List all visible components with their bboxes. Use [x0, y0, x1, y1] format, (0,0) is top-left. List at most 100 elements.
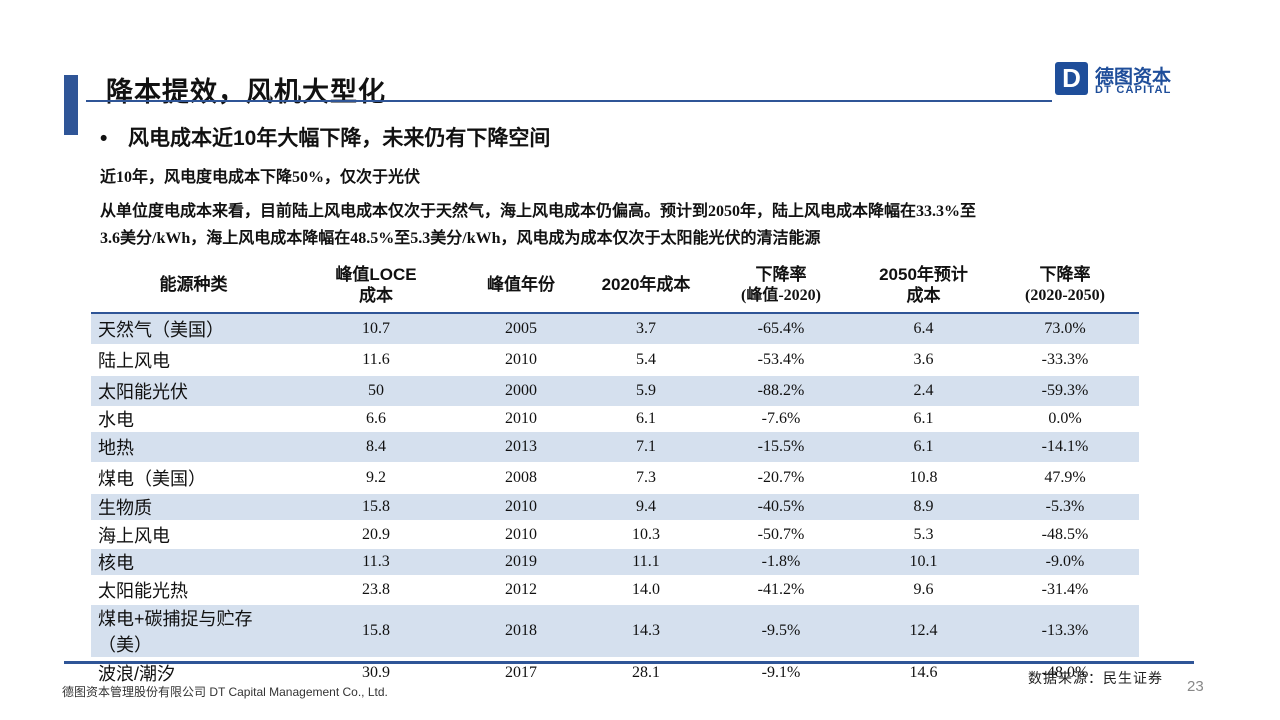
cost-2020-cell: 7.1 — [586, 432, 706, 462]
drop-rate-1-cell: -40.5% — [706, 494, 856, 520]
header-2020-cost: 2020年成本 — [586, 257, 706, 314]
table-row: 陆上风电 11.6 2010 5.4 -53.4% 3.6 -33.3% — [91, 344, 1139, 376]
peak-cost-cell: 11.3 — [296, 549, 456, 575]
footer-divider — [64, 661, 1194, 664]
table-row: 天然气（美国） 10.7 2005 3.7 -65.4% 6.4 73.0% — [91, 313, 1139, 344]
peak-cost-cell: 30.9 — [362, 663, 390, 681]
drop-rate-1-cell: -7.6% — [761, 410, 801, 427]
table-row: 地热 8.4 2013 7.1 -15.5% 6.1 -14.1% — [91, 432, 1139, 462]
peak-year-cell: 2018 — [456, 605, 586, 657]
drop-rate-2-cell: 47.9% — [1044, 469, 1086, 486]
peak-year-cell: 2010 — [505, 410, 537, 427]
cost-2050-cell: 6.1 — [913, 410, 934, 427]
cost-2020-cell: 5.4 — [636, 351, 656, 368]
cost-2050-cell: 3.6 — [913, 351, 934, 368]
peak-year-cell: 2005 — [456, 313, 586, 344]
bullet-point: • 风电成本近10年大幅下降，未来仍有下降空间 — [100, 122, 550, 152]
cost-2050-cell: 10.8 — [909, 469, 938, 486]
cost-2020-cell: 14.3 — [586, 605, 706, 657]
energy-name-cell: 核电 — [91, 549, 296, 575]
peak-year-cell: 2010 — [505, 525, 537, 543]
energy-name-cell: 煤电（美国） — [98, 469, 206, 489]
drop-rate-1-cell: -65.4% — [706, 313, 856, 344]
drop-rate-2-cell: -59.3% — [991, 376, 1139, 406]
energy-name-cell: 海上风电 — [98, 525, 170, 546]
description-paragraph: 从单位度电成本来看，目前陆上风电成本仅次于天然气，海上风电成本仍偏高。预计到20… — [100, 198, 1160, 252]
energy-cost-table: 能源种类 峰值LOCE 成本 峰值年份 2020年成本 下降率 (峰值-2020) … — [91, 257, 1139, 688]
cost-2050-cell: 6.4 — [856, 313, 991, 344]
header-2050-line1: 2050年预计 — [879, 264, 968, 284]
table-row: 水电 6.6 2010 6.1 -7.6% 6.1 0.0% — [91, 406, 1139, 432]
cost-2050-cell: 10.1 — [856, 549, 991, 575]
peak-cost-cell: 8.4 — [296, 432, 456, 462]
drop-rate-2-cell: -48.5% — [1041, 525, 1089, 543]
peak-cost-cell: 20.9 — [362, 525, 390, 543]
data-source: 数据来源：民生证券 — [1028, 671, 1163, 687]
drop-rate-2-cell: -13.3% — [991, 605, 1139, 657]
logo-text-cn: 德图资本 — [1095, 67, 1172, 88]
energy-name-cell: 波浪/潮汐 — [98, 663, 176, 684]
table-row: 波浪/潮汐 30.9 2017 28.1 -9.1% 14.6 -48.0% — [91, 657, 1139, 688]
title-accent-bar — [64, 75, 78, 135]
cost-2020-cell: 28.1 — [632, 663, 660, 681]
energy-name-cell: 太阳能光热 — [98, 581, 188, 601]
bullet-text: 风电成本近10年大幅下降，未来仍有下降空间 — [128, 127, 551, 150]
header-peak-cost-line1: 峰值LOCE — [335, 264, 417, 284]
drop-rate-1-cell: -53.4% — [757, 351, 805, 368]
drop-rate-2-cell: -14.1% — [991, 432, 1139, 462]
cost-2050-cell: 5.3 — [913, 525, 934, 543]
drop-rate-2-cell: 0.0% — [1048, 410, 1082, 427]
table-header-row: 能源种类 峰值LOCE 成本 峰值年份 2020年成本 下降率 (峰值-2020) … — [91, 257, 1139, 314]
drop-rate-2-cell: -33.3% — [1041, 351, 1089, 368]
header-energy-type: 能源种类 — [91, 257, 296, 314]
cost-2020-cell: 11.1 — [586, 549, 706, 575]
peak-year-cell: 2013 — [456, 432, 586, 462]
drop-rate-1-cell: -88.2% — [706, 376, 856, 406]
cost-2020-cell: 7.3 — [636, 469, 656, 486]
peak-cost-cell: 6.6 — [366, 410, 386, 427]
logo-text-en: DT CAPITAL — [1095, 84, 1172, 96]
cost-2020-cell: 3.7 — [586, 313, 706, 344]
header-drop2-line2: (2020-2050) — [1025, 286, 1105, 304]
header-drop1-line2: (峰值-2020) — [741, 286, 821, 304]
cost-2050-cell: 9.6 — [913, 581, 934, 598]
cost-2020-cell: 10.3 — [632, 525, 660, 543]
peak-year-cell: 2000 — [456, 376, 586, 406]
peak-cost-cell: 10.7 — [296, 313, 456, 344]
drop-rate-2-cell: -48.0% — [1041, 663, 1089, 681]
energy-name-cell: 生物质 — [91, 494, 296, 520]
cost-2020-cell: 5.9 — [586, 376, 706, 406]
dt-logo-icon — [1055, 62, 1088, 95]
drop-rate-1-cell: -41.2% — [757, 581, 805, 598]
cost-2050-cell: 12.4 — [856, 605, 991, 657]
table-row: 海上风电 20.9 2010 10.3 -50.7% 5.3 -48.5% — [91, 520, 1139, 549]
peak-year-cell: 2012 — [505, 581, 537, 598]
table-row: 煤电（美国） 9.2 2008 7.3 -20.7% 10.8 47.9% — [91, 462, 1139, 494]
peak-cost-cell: 9.2 — [366, 469, 386, 486]
paragraph-line-2: 3.6美分/kWh，海上风电成本降幅在48.5%至5.3美分/kWh，风电成为成… — [100, 230, 821, 247]
cost-2020-cell: 14.0 — [632, 581, 660, 598]
cost-2050-cell: 2.4 — [856, 376, 991, 406]
header-peak-cost-line2: 成本 — [359, 285, 393, 305]
drop-rate-2-cell: -5.3% — [991, 494, 1139, 520]
peak-year-cell: 2010 — [505, 351, 537, 368]
page-title: 降本提效，风机大型化 — [106, 77, 386, 107]
drop-rate-2-cell: -9.0% — [991, 549, 1139, 575]
table-row: 生物质 15.8 2010 9.4 -40.5% 8.9 -5.3% — [91, 494, 1139, 520]
energy-name-cell: 陆上风电 — [98, 351, 170, 371]
bullet-icon: • — [100, 127, 108, 150]
page-number: 23 — [1187, 678, 1204, 695]
summary-line: 近10年，风电度电成本下降50%，仅次于光伏 — [100, 169, 421, 186]
header-peak-year: 峰值年份 — [456, 257, 586, 314]
peak-year-cell: 2017 — [505, 663, 537, 681]
title-divider — [86, 100, 1052, 102]
company-logo: 德图资本 DT CAPITAL — [1055, 60, 1180, 98]
company-footer: 德图资本管理股份有限公司 DT Capital Management Co., … — [62, 685, 388, 699]
table-row: 煤电+碳捕捉与贮存（美） 15.8 2018 14.3 -9.5% 12.4 -13.3% — [91, 605, 1139, 657]
drop-rate-1-cell: -1.8% — [706, 549, 856, 575]
table-row: 太阳能光热 23.8 2012 14.0 -41.2% 9.6 -31.4% — [91, 575, 1139, 605]
header-drop2-line1: 下降率 — [1039, 264, 1091, 284]
table-row: 核电 11.3 2019 11.1 -1.8% 10.1 -9.0% — [91, 549, 1139, 575]
drop-rate-2-cell: 73.0% — [991, 313, 1139, 344]
energy-name-cell: 天然气（美国） — [91, 313, 296, 344]
